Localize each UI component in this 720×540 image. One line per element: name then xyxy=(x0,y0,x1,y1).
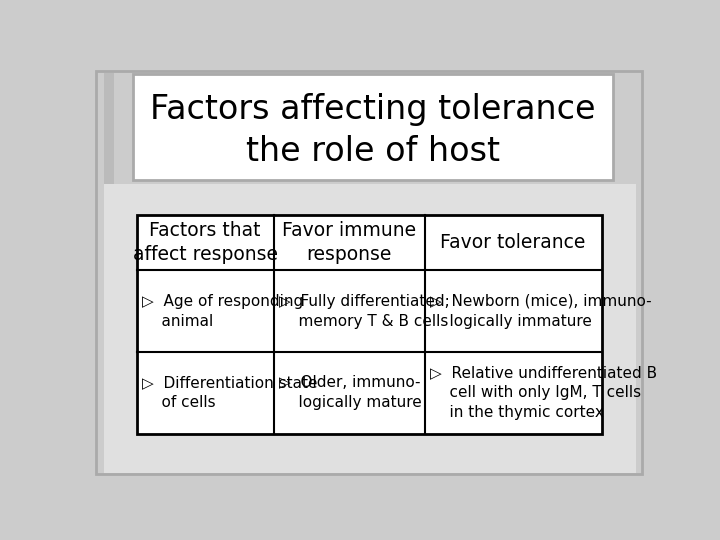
Text: Favor tolerance: Favor tolerance xyxy=(441,233,586,252)
Text: ▷  Fully differentiated;
    memory T & B cells: ▷ Fully differentiated; memory T & B cel… xyxy=(279,294,450,329)
Text: ▷  Age of responding
    animal: ▷ Age of responding animal xyxy=(142,294,303,329)
Text: ▷  Relative undifferentiated B
    cell with only IgM, T cells
    in the thymic: ▷ Relative undifferentiated B cell with … xyxy=(431,366,657,420)
Text: ▷  Older, immuno-
    logically mature: ▷ Older, immuno- logically mature xyxy=(279,375,422,410)
Bar xyxy=(104,72,114,473)
Text: the role of host: the role of host xyxy=(246,136,500,168)
Text: Factors affecting tolerance: Factors affecting tolerance xyxy=(150,93,595,126)
Text: ▷  Newborn (mice), immuno-
    logically immature: ▷ Newborn (mice), immuno- logically imma… xyxy=(431,294,652,329)
Bar xyxy=(132,74,613,180)
Bar xyxy=(104,184,636,473)
Bar xyxy=(137,215,601,434)
Text: Factors that
affect response: Factors that affect response xyxy=(132,221,278,264)
Text: Favor immune
response: Favor immune response xyxy=(282,221,416,264)
Text: ▷  Differentiation state
    of cells: ▷ Differentiation state of cells xyxy=(142,375,318,410)
